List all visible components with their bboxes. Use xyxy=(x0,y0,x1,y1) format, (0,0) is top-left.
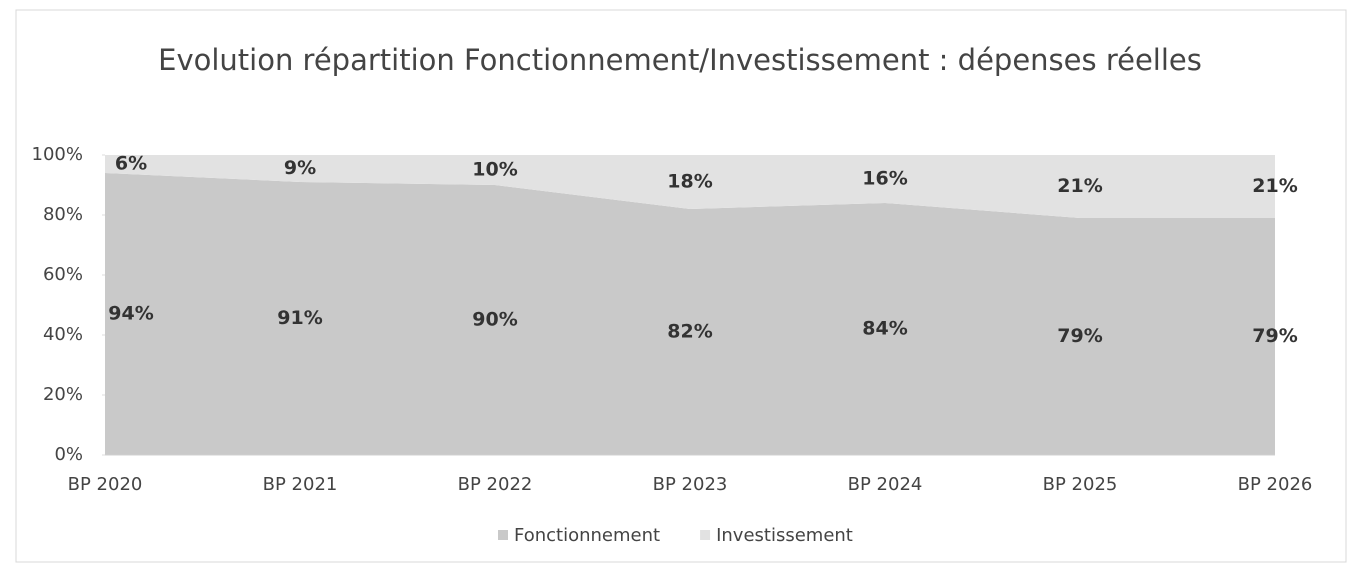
value-label: 91% xyxy=(277,307,322,329)
legend-swatch xyxy=(498,530,508,540)
x-tick-label: BP 2023 xyxy=(653,474,728,495)
legend-swatch xyxy=(700,530,711,540)
value-label: 79% xyxy=(1252,325,1297,347)
chart-frame xyxy=(15,9,1347,563)
y-tick-label: 100% xyxy=(32,144,83,165)
x-tick-label: BP 2026 xyxy=(1238,474,1313,495)
value-label: 94% xyxy=(108,303,153,325)
value-label: 9% xyxy=(284,157,316,179)
legend-label: Fonctionnement xyxy=(514,525,660,546)
x-tick-label: BP 2022 xyxy=(458,474,533,495)
x-tick-label: BP 2025 xyxy=(1043,474,1118,495)
value-label: 16% xyxy=(862,168,907,190)
x-tick-label: BP 2024 xyxy=(848,474,923,495)
y-tick-label: 0% xyxy=(54,444,83,465)
y-tick-label: 40% xyxy=(43,324,83,345)
area xyxy=(105,155,1275,218)
value-label: 79% xyxy=(1057,325,1102,347)
value-label: 84% xyxy=(862,318,907,340)
value-label: 21% xyxy=(1252,175,1297,197)
legend-label: Investissement xyxy=(716,525,853,546)
value-label: 18% xyxy=(667,171,712,193)
area xyxy=(105,173,1275,455)
y-tick-label: 20% xyxy=(43,384,83,405)
value-label: 90% xyxy=(472,309,517,331)
value-label: 21% xyxy=(1057,175,1102,197)
value-label: 10% xyxy=(472,159,517,181)
x-tick-label: BP 2020 xyxy=(68,474,143,495)
y-tick-label: 60% xyxy=(43,264,83,285)
y-tick-label: 80% xyxy=(43,204,83,225)
value-label: 82% xyxy=(667,321,712,343)
x-tick-label: BP 2021 xyxy=(263,474,338,495)
chart-title: Evolution répartition Fonctionnement/Inv… xyxy=(158,43,1202,77)
value-label: 6% xyxy=(115,153,147,175)
